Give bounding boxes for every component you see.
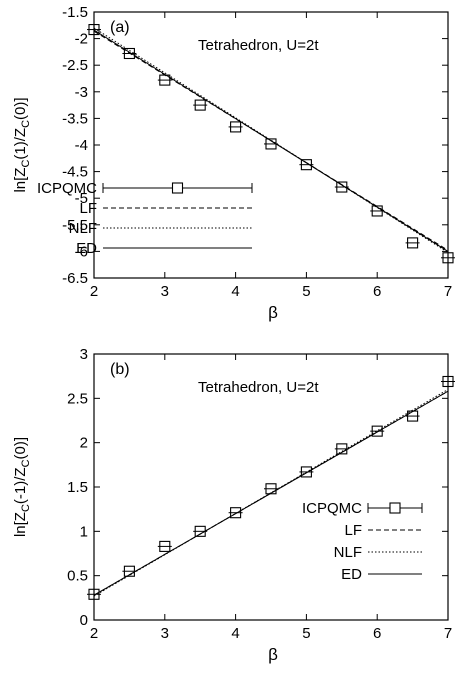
icpqmc-point xyxy=(300,466,312,478)
y-axis-label: ln[ZC(-1)/ZC(0)] xyxy=(12,437,32,537)
y-axis-label-part: (0)] xyxy=(12,97,29,120)
y-tick-label: -3 xyxy=(75,84,88,101)
x-tick-label: 7 xyxy=(444,625,452,642)
y-axis-label-part: (0)] xyxy=(12,437,29,460)
y-axis-label-part: (-1)/Z xyxy=(12,467,29,504)
x-tick-label: 7 xyxy=(444,283,452,300)
icpqmc-point xyxy=(336,181,348,193)
y-tick-label: -2 xyxy=(75,31,88,48)
icpqmc-point xyxy=(88,24,100,36)
annotation: Tetrahedron, U=2t xyxy=(198,379,319,396)
y-tick-label: -6 xyxy=(75,243,88,260)
x-tick-label: 4 xyxy=(231,625,239,642)
legend-label-icpqmc: ICPQMC xyxy=(37,180,97,197)
icpqmc-point xyxy=(407,237,419,249)
y-tick-label: -5 xyxy=(75,190,88,207)
y-tick-label: 3 xyxy=(80,346,88,363)
icpqmc-point xyxy=(300,159,312,171)
icpqmc-point xyxy=(230,121,242,133)
icpqmc-point xyxy=(265,483,277,495)
annotation: Tetrahedron, U=2t xyxy=(198,37,319,54)
x-axis-label: β xyxy=(268,303,278,322)
y-tick-label: 2 xyxy=(80,435,88,452)
icpqmc-point xyxy=(407,410,419,422)
x-axis-label: β xyxy=(268,645,278,664)
legend-label-lf: LF xyxy=(79,200,97,217)
y-tick-label: -1.5 xyxy=(62,4,88,21)
legend-label-nlf: NLF xyxy=(334,544,362,561)
series-line-ed xyxy=(93,29,449,252)
y-tick-label: 0.5 xyxy=(67,568,88,585)
icpqmc-point xyxy=(371,425,383,437)
y-axis-label: ln[ZC(1)/ZC(0)] xyxy=(12,97,32,192)
y-tick-label: 2.5 xyxy=(67,390,88,407)
y-tick-label: -4 xyxy=(75,137,88,154)
y-axis-label-part: C xyxy=(20,504,32,512)
y-tick-label: -2.5 xyxy=(62,57,88,74)
icpqmc-point xyxy=(159,540,171,552)
y-axis-label-part: ln[Z xyxy=(12,168,29,193)
panel-label: (b) xyxy=(110,361,130,378)
y-axis-label-part: C xyxy=(20,120,32,128)
y-axis-label-part: (1)/Z xyxy=(12,128,29,160)
y-tick-label: -6.5 xyxy=(62,270,88,287)
icpqmc-point xyxy=(194,525,206,537)
icpqmc-point xyxy=(194,99,206,111)
icpqmc-point xyxy=(442,252,454,264)
x-tick-label: 3 xyxy=(161,283,169,300)
icpqmc-point xyxy=(123,565,135,577)
legend-label-nlf: NLF xyxy=(69,220,97,237)
x-tick-label: 6 xyxy=(373,283,381,300)
x-tick-label: 5 xyxy=(302,625,310,642)
x-tick-label: 5 xyxy=(302,283,310,300)
x-tick-label: 2 xyxy=(90,625,98,642)
icpqmc-point xyxy=(336,443,348,455)
x-tick-label: 6 xyxy=(373,625,381,642)
y-axis-label-part: C xyxy=(20,160,32,168)
legend-label-lf: LF xyxy=(344,522,362,539)
x-tick-label: 3 xyxy=(161,625,169,642)
chart-panel-a: 2 3 4 5 6 7 -1.5 -2 -2.5 -3 -3.5 -4 -4.5 -5 -5.5 -6 -6.5… xyxy=(12,4,455,322)
panel-label: (a) xyxy=(110,19,130,36)
y-tick-label: 1.5 xyxy=(67,479,88,496)
y-tick-label: -3.5 xyxy=(62,110,88,127)
chart-panel-b: 2 3 4 5 6 700.511.522.53βln[ZC(-1)/ZC(0)](b)T… xyxy=(12,346,455,664)
x-tick-label: 4 xyxy=(231,283,239,300)
icpqmc-point xyxy=(371,205,383,217)
icpqmc-point xyxy=(265,138,277,150)
icpqmc-point xyxy=(123,47,135,60)
legend-swatch-square xyxy=(389,502,401,514)
y-tick-label: -4.5 xyxy=(62,164,88,181)
y-tick-label: 1 xyxy=(80,523,88,540)
y-axis-label-part: ln[Z xyxy=(12,512,29,537)
icpqmc-point xyxy=(442,375,454,388)
y-tick-label: 0 xyxy=(80,612,88,629)
series-line-ed xyxy=(93,390,449,596)
legend-label-ed: ED xyxy=(341,566,362,583)
icpqmc-point xyxy=(159,74,171,86)
y-tick-label: -5.5 xyxy=(62,217,88,234)
x-tick-label: 2 xyxy=(90,283,98,300)
y-axis-label-part: C xyxy=(20,459,32,467)
legend-label-ed: ED xyxy=(76,240,97,257)
legend-swatch-square xyxy=(171,182,184,194)
icpqmc-point xyxy=(88,588,100,600)
icpqmc-point xyxy=(230,507,242,519)
legend-label-icpqmc: ICPQMC xyxy=(302,500,362,517)
